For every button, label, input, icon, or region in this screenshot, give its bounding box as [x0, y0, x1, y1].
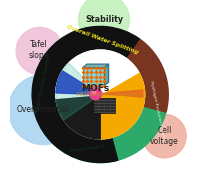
Wedge shape — [100, 72, 145, 139]
Text: Tafel
slope: Tafel slope — [29, 40, 49, 60]
Text: MOF-derived materials: MOF-derived materials — [77, 92, 139, 97]
Text: Stability: Stability — [85, 15, 123, 24]
Text: Overpotential D: Overpotential D — [69, 144, 105, 153]
Polygon shape — [100, 90, 143, 97]
Wedge shape — [56, 71, 100, 94]
Wedge shape — [126, 39, 168, 112]
Circle shape — [92, 90, 96, 94]
FancyBboxPatch shape — [83, 68, 104, 86]
Wedge shape — [56, 94, 100, 139]
Text: Hydrogen Evolution Reaction: Hydrogen Evolution Reaction — [149, 80, 166, 143]
Polygon shape — [104, 64, 109, 86]
Wedge shape — [32, 26, 139, 163]
Polygon shape — [83, 64, 109, 68]
Wedge shape — [56, 63, 100, 120]
Text: Overall Water Splitting: Overall Water Splitting — [66, 24, 139, 55]
Wedge shape — [32, 26, 110, 163]
Circle shape — [9, 75, 78, 145]
Circle shape — [56, 50, 145, 139]
Wedge shape — [56, 50, 139, 98]
Wedge shape — [100, 104, 167, 163]
Circle shape — [78, 0, 130, 45]
Text: MOFs: MOFs — [81, 84, 110, 93]
Text: Overpotential: Overpotential — [16, 105, 69, 114]
FancyBboxPatch shape — [93, 98, 115, 113]
Circle shape — [16, 27, 63, 75]
Circle shape — [143, 114, 186, 158]
Text: Oxygen Evolution Reaction: Oxygen Evolution Reaction — [36, 56, 52, 115]
Circle shape — [89, 88, 102, 100]
Text: Cell
voltage: Cell voltage — [150, 126, 179, 146]
